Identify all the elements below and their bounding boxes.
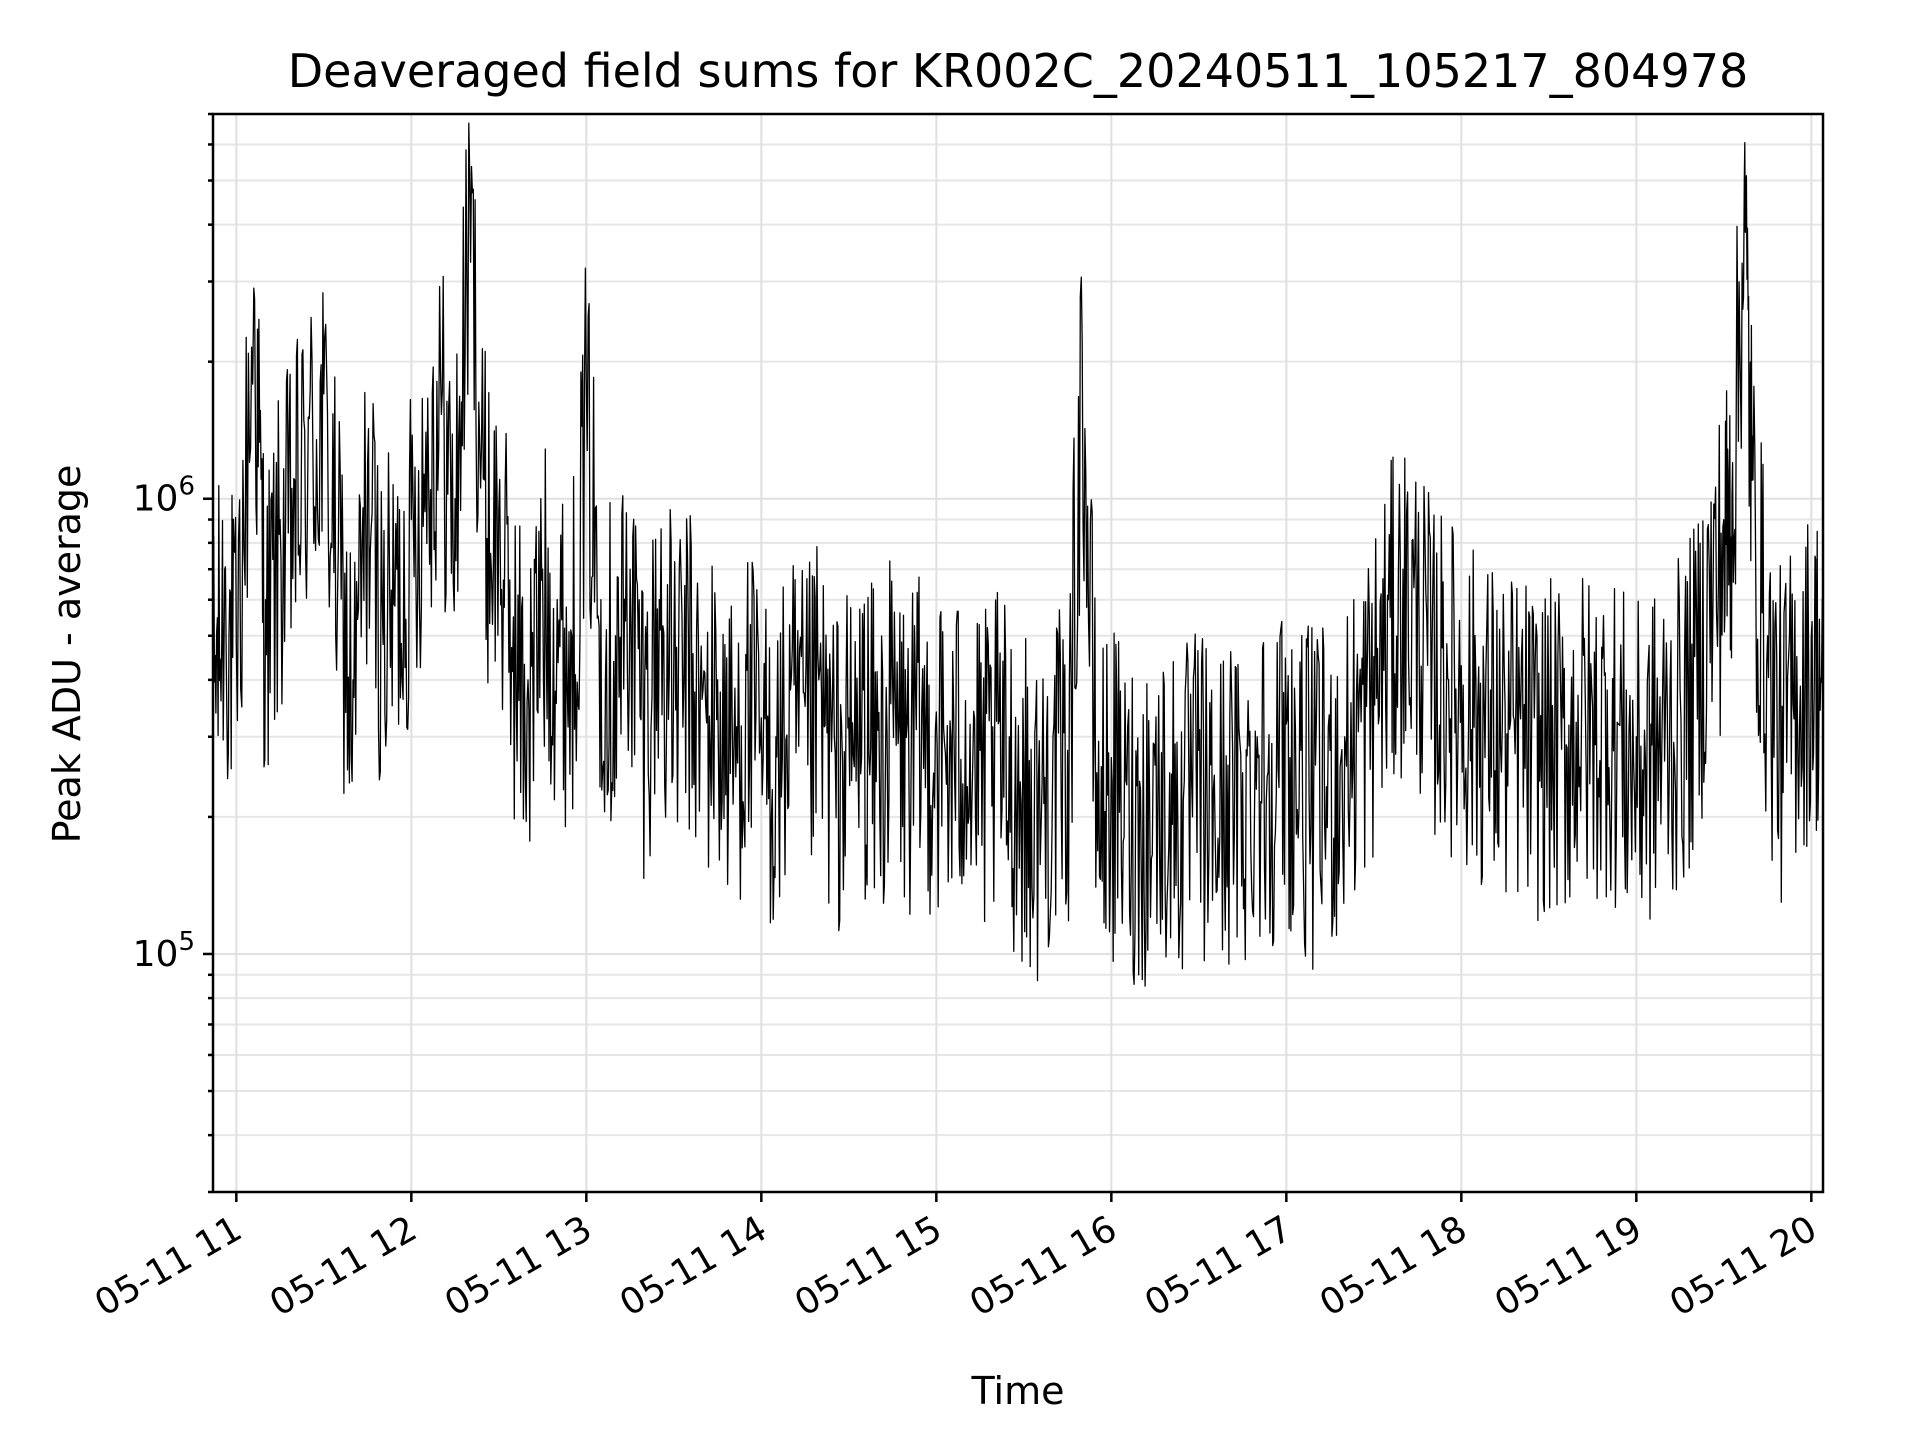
x-tick-label: 05-11 16: [963, 1208, 1124, 1324]
y-tick-exponent: 6: [178, 472, 195, 502]
y-tick-label: 105: [133, 927, 195, 975]
y-tick-base: 10: [133, 479, 179, 520]
x-axis: 05-11 11 05-11 12 05-11 13 05-11 14 05-11 15…: [88, 1192, 1824, 1325]
x-tick-label: 05-11 12: [263, 1208, 424, 1324]
x-tick-label: 05-11 20: [1663, 1208, 1824, 1324]
x-axis-label: Time: [971, 1369, 1065, 1413]
x-tick-label: 05-11 14: [613, 1208, 774, 1324]
x-tick-label: 05-11 19: [1488, 1208, 1649, 1324]
x-tick-label: 05-11 17: [1138, 1208, 1299, 1324]
x-tick-label: 05-11 13: [438, 1208, 599, 1324]
x-tick-label: 05-11 18: [1313, 1208, 1474, 1324]
chart-title: Deaveraged field sums for KR002C_2024051…: [288, 44, 1749, 98]
plot-frame: [211, 112, 1825, 1194]
x-tick-label: 05-11 15: [788, 1208, 949, 1324]
y-tick-label: 106: [133, 472, 195, 520]
x-tick-label: 05-11 11: [88, 1208, 249, 1324]
data-line: [212, 122, 1824, 987]
y-tick-base: 10: [133, 934, 179, 975]
series-line: [212, 122, 1824, 987]
y-tick-exponent: 5: [178, 927, 195, 957]
y-axis-label: Peak ADU - average: [45, 465, 89, 844]
